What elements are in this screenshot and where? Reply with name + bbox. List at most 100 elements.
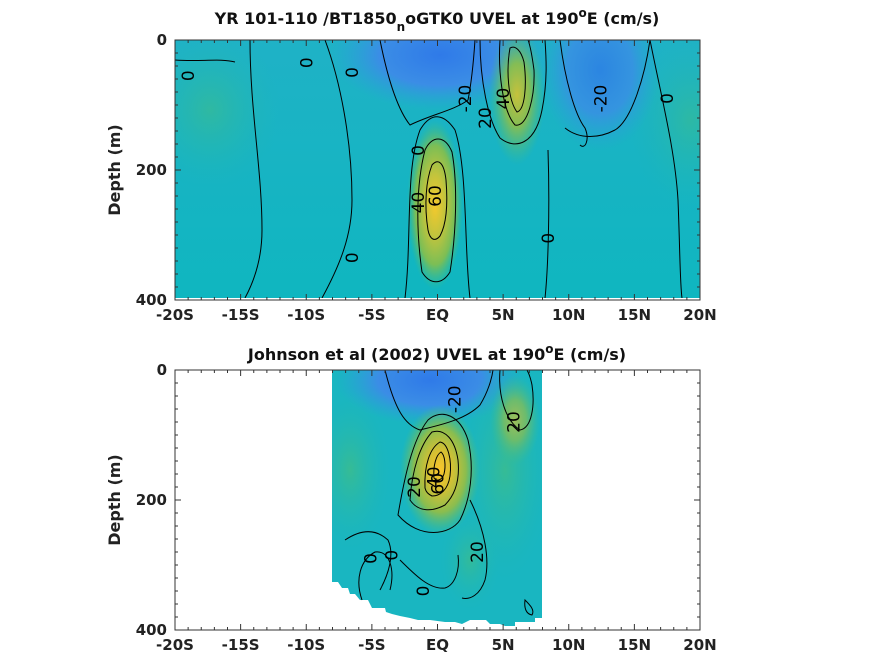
top-countercurrent-core xyxy=(489,40,545,165)
x-tick-label: -15S xyxy=(222,306,260,324)
top-westward-flow-north xyxy=(540,40,660,150)
bottom-y-axis-label: Depth (m) xyxy=(105,454,124,546)
top-chart: YR 101-110 /BT1850noGTK0 UVEL at 190oE (… xyxy=(105,6,717,324)
x-tick-label: 5N xyxy=(492,636,515,654)
x-tick-label: EQ xyxy=(426,306,449,324)
title-subscript: n xyxy=(397,20,406,34)
contour-label: 20 xyxy=(476,107,496,129)
x-tick-label: 20N xyxy=(683,636,716,654)
top-contour-line xyxy=(479,40,547,145)
title-text: YR 101-110 /BT1850 xyxy=(214,9,397,28)
y-tick-label: 0 xyxy=(157,361,167,379)
x-tick-label: -10S xyxy=(287,306,325,324)
x-tick-label: -20S xyxy=(156,636,194,654)
title-text: oGTK0 UVEL at 190 xyxy=(405,9,578,28)
contour-label: 40 xyxy=(409,192,429,214)
bottom-contour-line xyxy=(384,370,494,431)
contour-label: 0 xyxy=(383,550,403,561)
bottom-undercurrent-core xyxy=(400,405,480,535)
top-x-ticks: -20S -15S -10S -5S EQ 5N 10N 15N 20N xyxy=(156,40,717,324)
x-tick-label: EQ xyxy=(426,636,449,654)
y-tick-label: 200 xyxy=(136,491,167,509)
bottom-contours xyxy=(344,370,534,616)
x-tick-label: 15N xyxy=(618,306,651,324)
contour-label: 0 xyxy=(179,70,199,81)
contour-label: 60 xyxy=(426,185,446,207)
top-green-patch-south xyxy=(175,40,280,190)
bottom-deep-green xyxy=(440,510,500,610)
bottom-contour-line xyxy=(399,554,459,589)
bottom-heatmap xyxy=(332,370,542,630)
top-contour-line xyxy=(559,40,588,147)
y-tick-label: 200 xyxy=(136,161,167,179)
bottom-contour-line xyxy=(524,598,534,616)
top-contour-line xyxy=(507,46,526,113)
top-heatmap xyxy=(175,40,700,298)
contour-label: 0 xyxy=(658,93,678,104)
contour-label: -20 xyxy=(456,85,476,113)
x-tick-label: -20S xyxy=(156,306,194,324)
x-tick-label: -10S xyxy=(287,636,325,654)
contour-label: 0 xyxy=(362,553,382,564)
top-y-axis-label: Depth (m) xyxy=(105,124,124,216)
x-tick-label: 10N xyxy=(552,306,585,324)
title-text: E (cm/s) xyxy=(553,345,626,364)
bottom-contour-line xyxy=(433,451,446,481)
bottom-contour-line xyxy=(344,531,392,591)
contour-label: -20 xyxy=(446,385,466,413)
top-undercurrent-core xyxy=(407,120,463,290)
contour-label: 0 xyxy=(539,233,559,244)
bottom-countercurrent-core xyxy=(490,375,540,465)
x-tick-label: -15S xyxy=(222,636,260,654)
top-contour-line xyxy=(564,40,651,137)
contour-label: 0 xyxy=(343,67,363,78)
bottom-contour-line xyxy=(499,370,534,431)
top-contour-line xyxy=(404,116,471,298)
x-tick-label: 5N xyxy=(492,306,515,324)
bottom-contour-line xyxy=(461,499,488,599)
bottom-chart: Johnson et al (2002) UVEL at 190oE (cm/s… xyxy=(105,342,717,654)
bottom-contour-line xyxy=(358,551,393,601)
x-tick-label: -5S xyxy=(358,636,385,654)
top-contour-line xyxy=(244,40,263,298)
top-contour-line xyxy=(321,40,353,298)
x-tick-label: 20N xyxy=(683,306,716,324)
top-contour-line xyxy=(544,149,550,298)
bottom-contour-line xyxy=(397,413,472,533)
contour-label: 60 xyxy=(429,473,449,495)
bottom-chart-title: Johnson et al (2002) UVEL at 190oE (cm/s… xyxy=(247,342,626,364)
contour-label: 0 xyxy=(297,57,317,68)
title-superscript: o xyxy=(578,6,586,20)
contour-label: 20 xyxy=(468,541,488,563)
contour-label: 0 xyxy=(414,586,434,597)
top-contour-line xyxy=(425,161,448,240)
title-superscript: o xyxy=(545,342,553,356)
top-contour-line xyxy=(379,40,476,126)
bottom-contour-line xyxy=(409,430,459,511)
contour-label: 40 xyxy=(425,466,445,488)
top-contour-line xyxy=(175,59,236,63)
y-tick-label: 400 xyxy=(136,621,167,639)
x-tick-label: 10N xyxy=(552,636,585,654)
top-contour-line xyxy=(499,40,535,126)
contour-label: 0 xyxy=(343,252,363,263)
bottom-x-ticks: -20S -15S -10S -5S EQ 5N 10N 15N 20N xyxy=(156,370,717,654)
contour-label: 20 xyxy=(505,411,525,433)
contour-label: 40 xyxy=(494,88,514,110)
bottom-contour-line xyxy=(424,441,451,497)
x-tick-label: -5S xyxy=(358,306,385,324)
contour-label: 20 xyxy=(405,476,425,498)
x-tick-label: 15N xyxy=(618,636,651,654)
bottom-green-west xyxy=(332,390,390,550)
contour-label: -20 xyxy=(591,85,611,113)
top-contour-line xyxy=(417,138,457,283)
top-chart-title: YR 101-110 /BT1850noGTK0 UVEL at 190oE (… xyxy=(214,6,660,34)
y-tick-label: 400 xyxy=(136,291,167,309)
title-text: Johnson et al (2002) UVEL at 190 xyxy=(247,345,545,364)
top-contours xyxy=(175,40,683,298)
